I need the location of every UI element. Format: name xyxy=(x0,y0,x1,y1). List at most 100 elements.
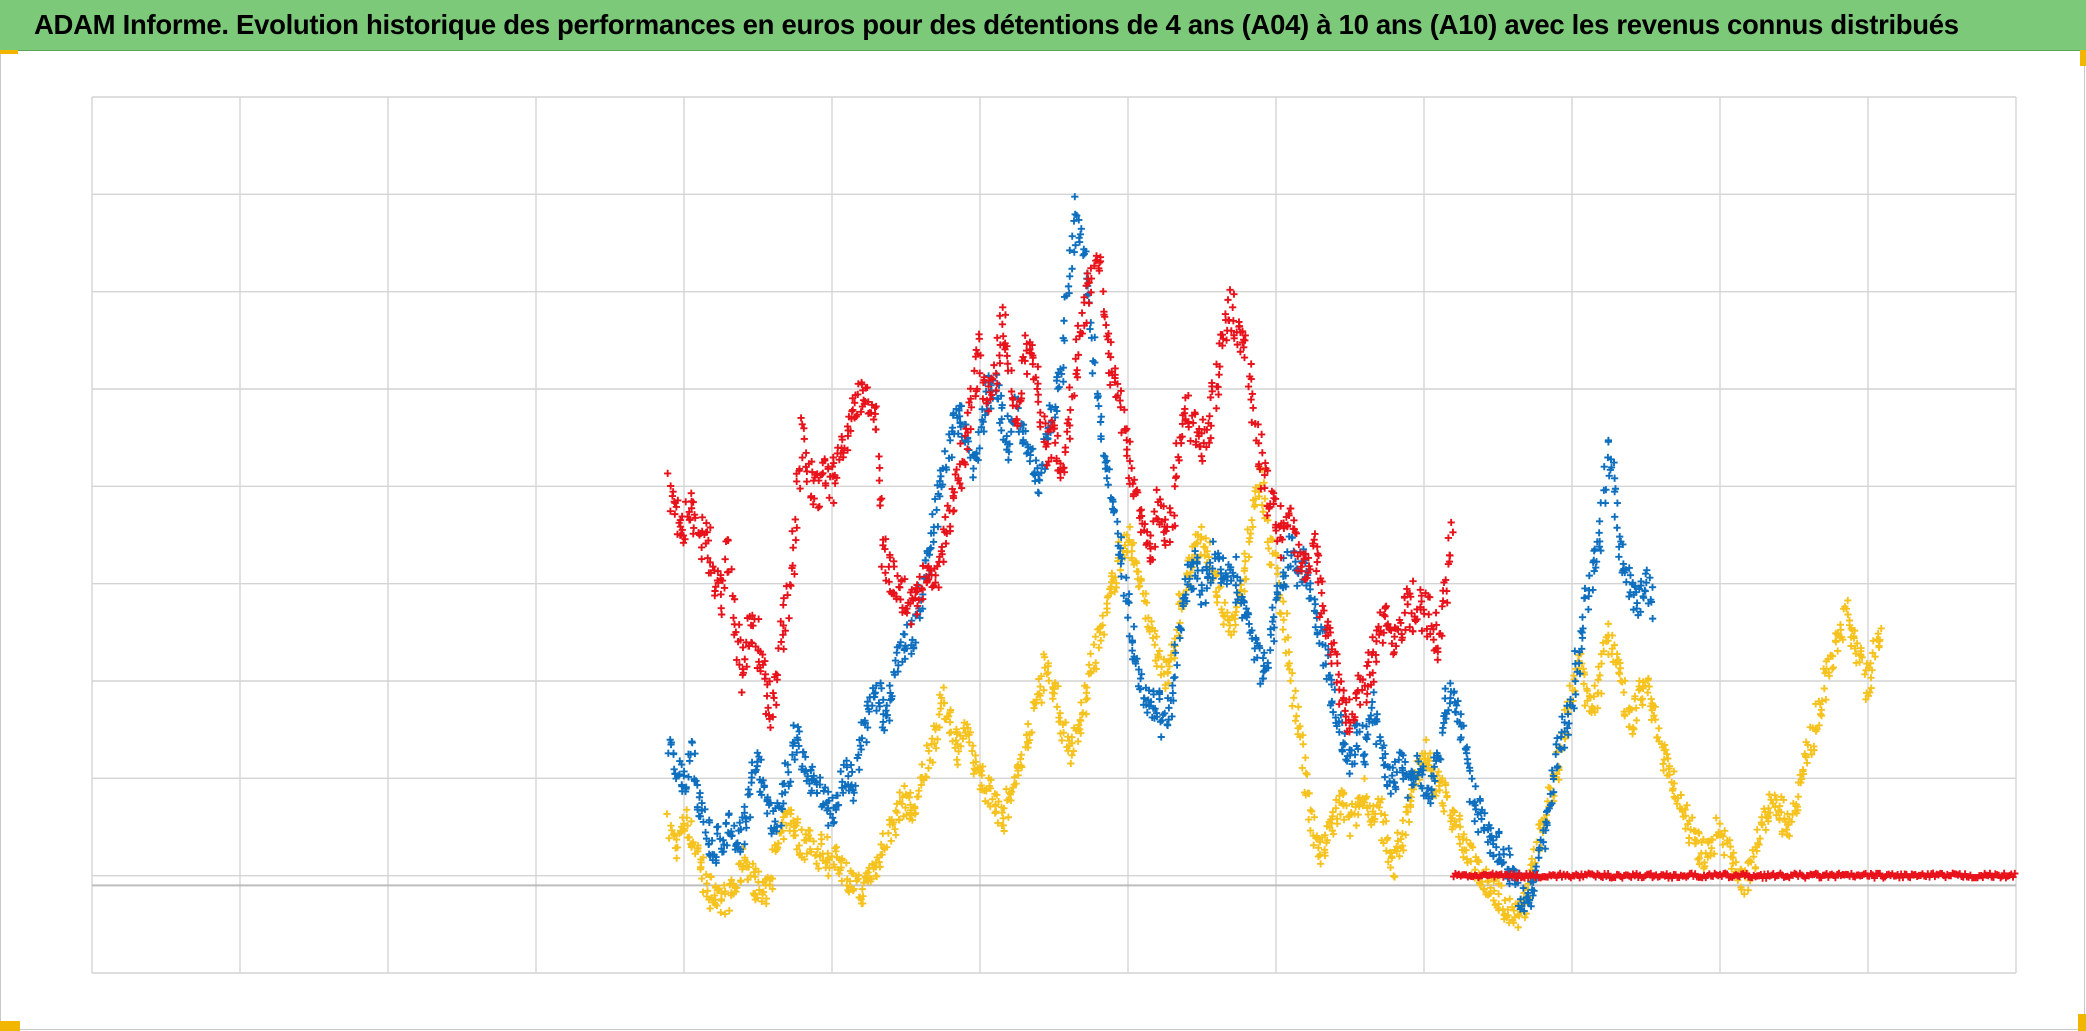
marker-red xyxy=(866,409,874,417)
marker-blue xyxy=(977,423,986,431)
marker-red xyxy=(870,415,878,424)
marker-red xyxy=(1007,387,1016,396)
marker-yellow xyxy=(726,881,734,889)
marker-blue xyxy=(1404,794,1412,802)
marker-red xyxy=(707,569,715,577)
marker-red xyxy=(1121,425,1129,433)
marker-red xyxy=(1169,464,1178,472)
marker-red xyxy=(876,496,884,504)
marker-yellow xyxy=(1815,721,1823,729)
marker-red xyxy=(1345,695,1353,704)
marker-blue xyxy=(1642,579,1650,587)
marker-red xyxy=(703,528,711,536)
marker-yellow xyxy=(1000,804,1008,812)
marker-red xyxy=(1445,558,1454,566)
marker-blue xyxy=(1047,405,1055,413)
marker-yellow xyxy=(936,691,944,699)
marker-yellow xyxy=(1399,816,1407,825)
marker-yellow xyxy=(1291,687,1300,695)
marker-yellow xyxy=(1681,812,1690,820)
marker-red xyxy=(1330,639,1338,647)
marker-yellow xyxy=(1241,564,1249,572)
marker-blue xyxy=(1115,551,1123,559)
marker-yellow xyxy=(1067,759,1075,768)
marker-red xyxy=(1029,360,1037,368)
marker-yellow xyxy=(1388,854,1396,862)
marker-blue xyxy=(1198,581,1206,589)
marker-red xyxy=(1382,622,1391,630)
marker-blue xyxy=(1341,740,1349,748)
marker-red xyxy=(1249,404,1257,412)
marker-yellow xyxy=(1583,687,1591,695)
marker-blue xyxy=(740,840,749,848)
marker-blue xyxy=(1256,644,1264,652)
marker-yellow xyxy=(1867,674,1875,682)
marker-yellow xyxy=(1304,789,1312,797)
marker-yellow xyxy=(1382,817,1390,825)
marker-red xyxy=(1141,520,1149,528)
marker-blue xyxy=(1446,694,1455,702)
marker-red xyxy=(1313,558,1321,566)
marker-red xyxy=(1179,411,1187,419)
marker-yellow xyxy=(1593,704,1602,712)
marker-red xyxy=(687,489,695,497)
marker-yellow xyxy=(1060,729,1068,737)
marker-yellow xyxy=(1463,859,1472,867)
marker-blue xyxy=(997,392,1005,400)
marker-red xyxy=(980,373,988,381)
marker-blue xyxy=(720,840,728,849)
marker-red xyxy=(976,369,984,377)
marker-red xyxy=(1021,357,1029,365)
marker-blue xyxy=(1362,722,1371,731)
marker-blue xyxy=(949,409,958,417)
marker-yellow xyxy=(1332,804,1340,812)
marker-yellow xyxy=(736,876,745,885)
marker-yellow xyxy=(1290,694,1298,702)
marker-yellow xyxy=(721,887,729,896)
marker-red xyxy=(1090,262,1098,270)
marker-red xyxy=(1277,554,1285,562)
marker-blue xyxy=(1145,702,1153,710)
marker-blue xyxy=(1387,790,1395,798)
marker-blue xyxy=(948,453,956,461)
marker-yellow xyxy=(849,886,857,895)
marker-red xyxy=(1117,429,1126,437)
marker-yellow xyxy=(1756,834,1764,843)
marker-yellow xyxy=(1402,831,1410,839)
marker-blue xyxy=(1068,265,1076,273)
marker-blue xyxy=(1524,889,1532,897)
marker-blue xyxy=(1005,448,1013,456)
marker-yellow xyxy=(842,859,850,867)
marker-red xyxy=(1227,327,1235,335)
marker-blue xyxy=(1066,272,1074,280)
marker-blue xyxy=(1032,456,1040,465)
marker-yellow xyxy=(1501,896,1509,904)
marker-yellow xyxy=(935,723,944,731)
marker-blue xyxy=(1337,711,1345,719)
marker-yellow xyxy=(1147,617,1156,626)
marker-yellow xyxy=(1165,662,1174,671)
marker-yellow xyxy=(1474,856,1482,864)
marker-red xyxy=(913,581,921,589)
marker-red xyxy=(1247,396,1255,404)
marker-red xyxy=(679,539,688,547)
marker-blue xyxy=(1191,547,1199,555)
marker-blue xyxy=(1004,440,1012,449)
marker-blue xyxy=(1613,524,1621,532)
marker-red xyxy=(1425,610,1433,619)
marker-yellow xyxy=(971,751,980,760)
marker-blue xyxy=(1306,579,1314,587)
marker-blue xyxy=(1233,573,1241,581)
marker-yellow xyxy=(1386,848,1394,856)
marker-blue xyxy=(1117,572,1125,581)
marker-yellow xyxy=(1328,827,1337,835)
marker-red xyxy=(702,519,711,527)
marker-blue xyxy=(938,481,947,489)
marker-blue xyxy=(876,702,884,710)
marker-red xyxy=(1128,464,1136,472)
marker-yellow xyxy=(1793,803,1802,811)
marker-blue xyxy=(1442,710,1451,718)
marker-blue xyxy=(1333,722,1341,730)
marker-blue xyxy=(791,755,799,764)
marker-blue xyxy=(1550,788,1558,796)
